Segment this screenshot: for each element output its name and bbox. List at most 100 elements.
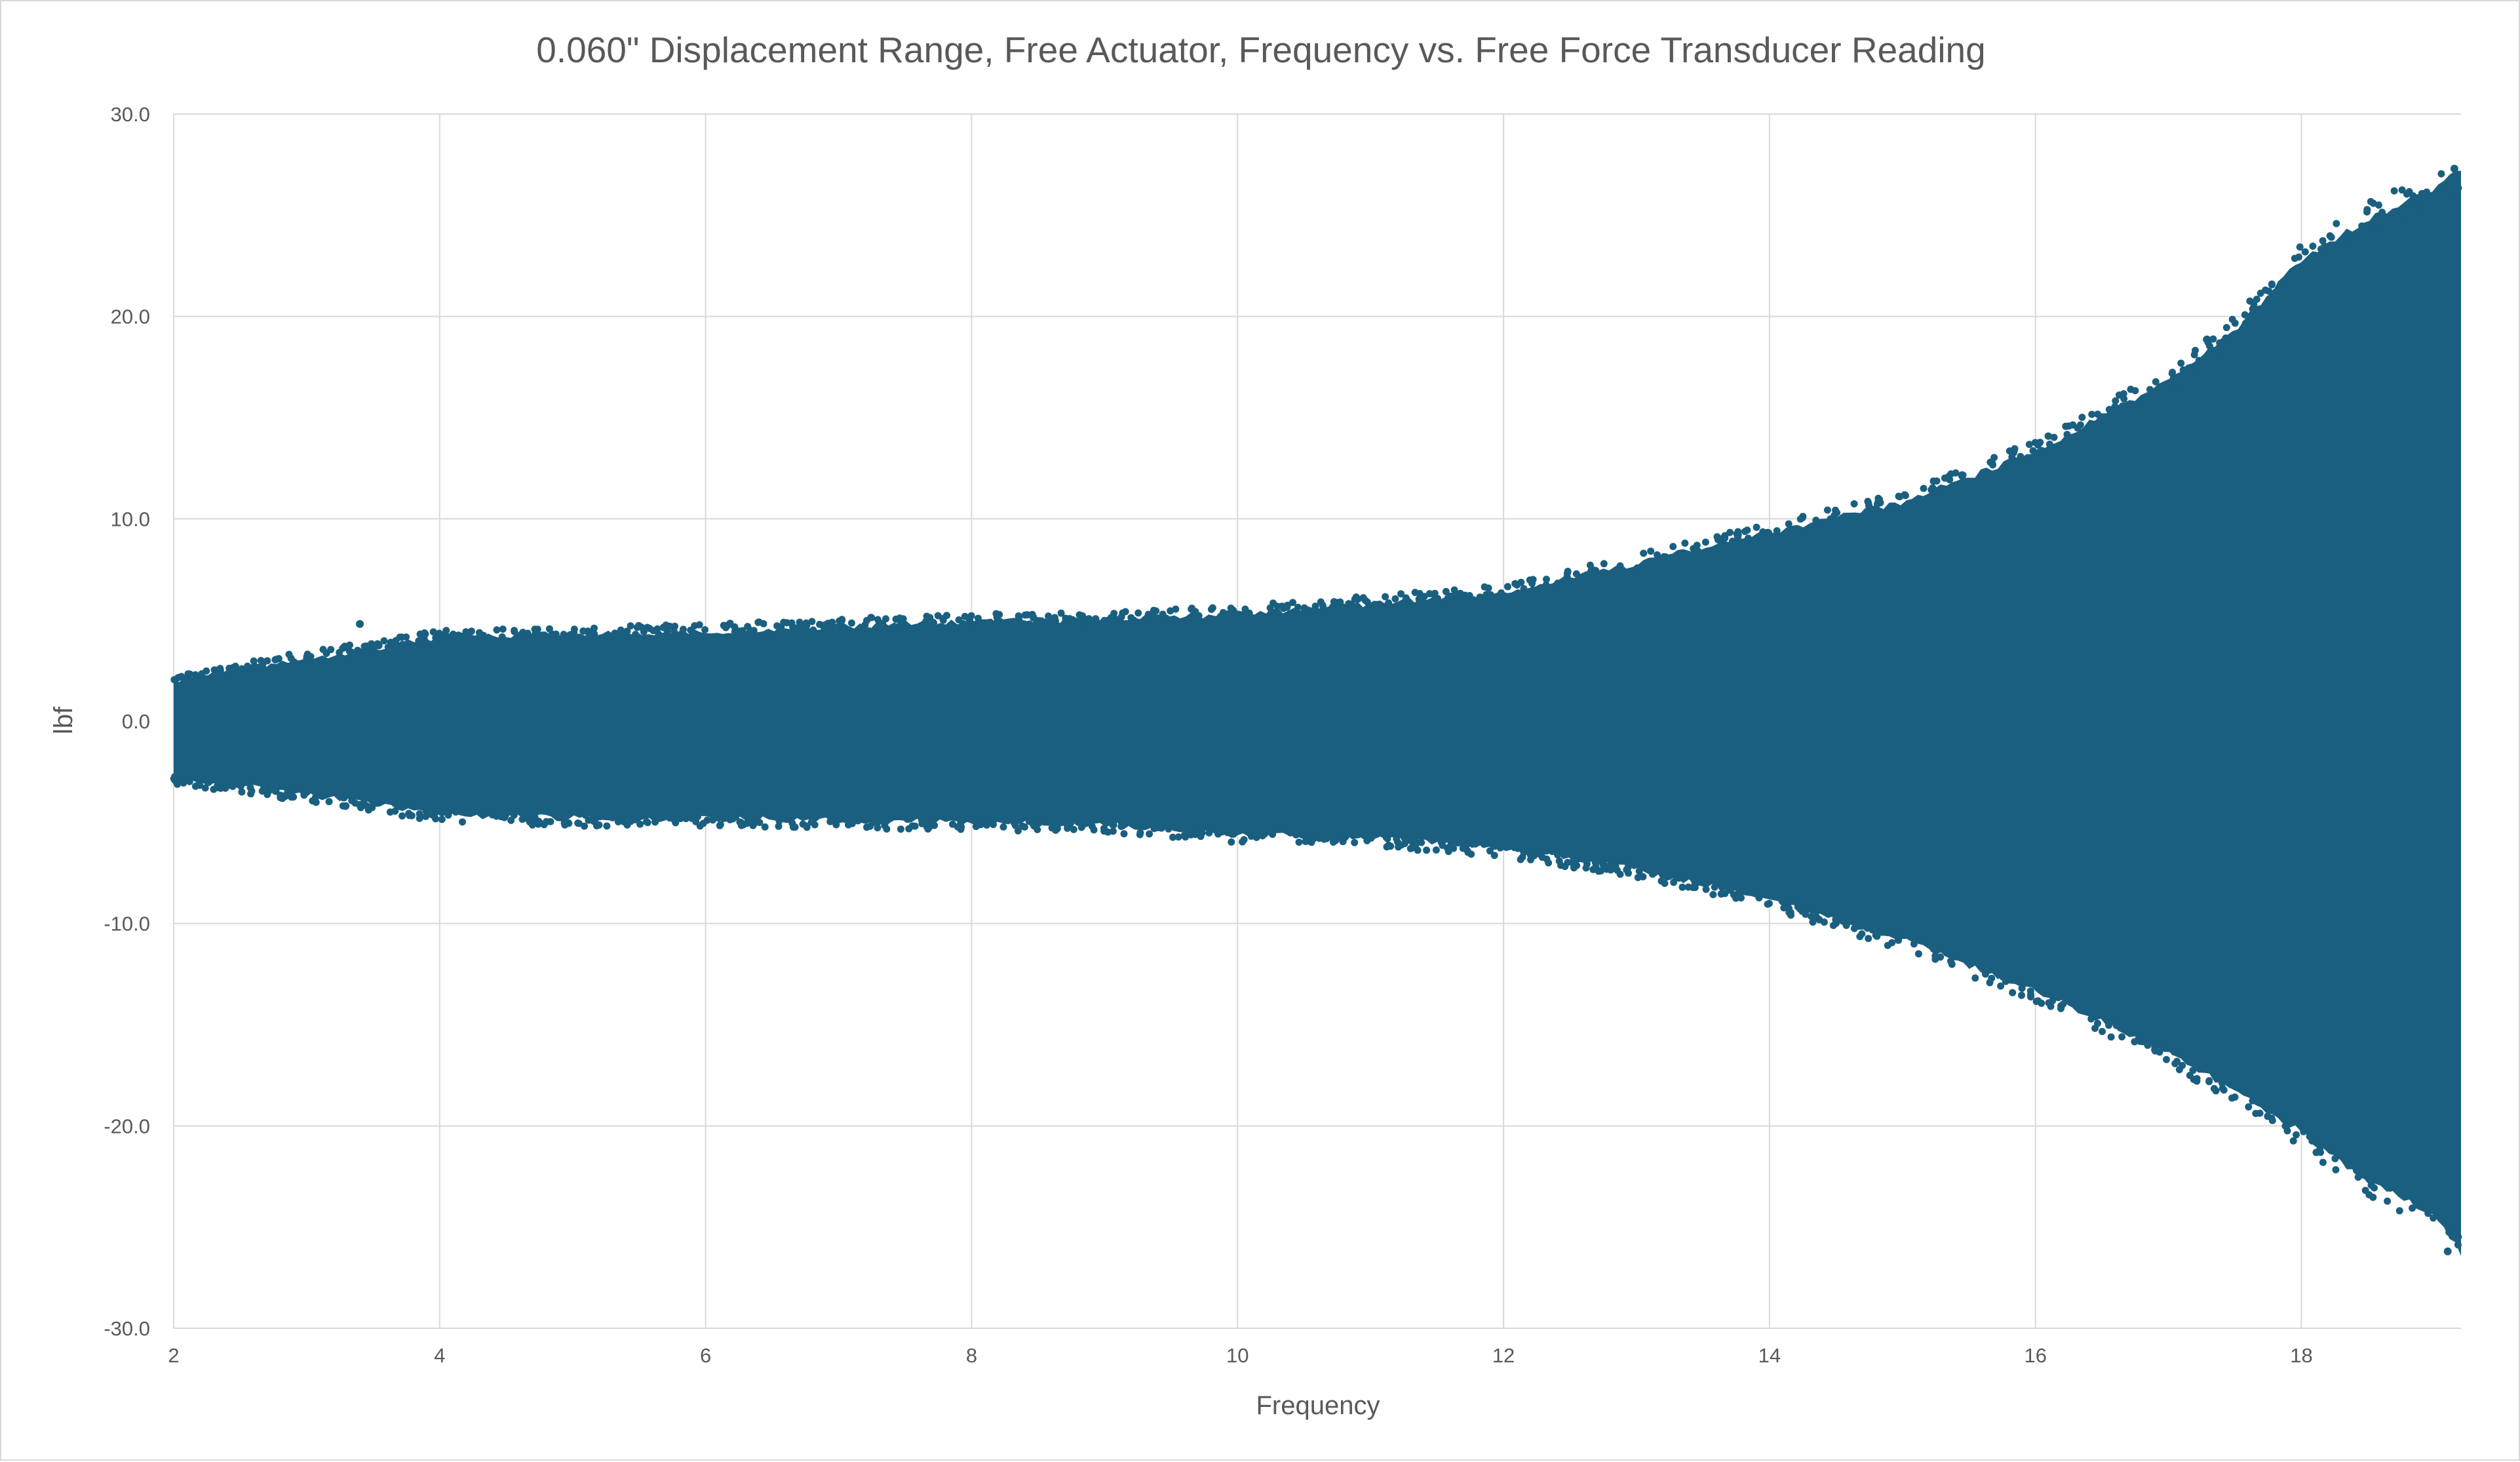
scatter-point	[2094, 410, 2102, 418]
scatter-point	[325, 798, 333, 806]
scatter-point	[2213, 353, 2220, 361]
scatter-point	[1188, 604, 1195, 612]
scatter-point	[581, 822, 589, 830]
scatter-point	[1490, 842, 1498, 850]
scatter-point	[2193, 1077, 2201, 1085]
scatter-point	[2306, 1133, 2314, 1140]
scatter-point	[2062, 422, 2070, 430]
scatter-point	[1359, 594, 1367, 602]
scatter-point	[2222, 324, 2230, 332]
scatter-point	[260, 783, 268, 791]
scatter-point	[1809, 919, 1817, 926]
scatter-point	[682, 815, 690, 823]
scatter-point	[281, 793, 288, 800]
scatter-point	[2145, 1034, 2153, 1042]
scatter-point	[1543, 847, 1551, 855]
scatter-point	[1842, 922, 1850, 929]
scatter-point	[1034, 825, 1041, 833]
scatter-point	[1401, 835, 1408, 842]
scatter-point	[929, 618, 937, 626]
scatter-point	[1450, 844, 1458, 852]
scatter-point	[2291, 254, 2298, 262]
scatter-point	[1337, 606, 1345, 614]
scatter-point	[1110, 610, 1118, 618]
scatter-point	[396, 633, 404, 641]
scatter-point	[1796, 528, 1803, 536]
scatter-point	[587, 629, 594, 637]
scatter-point	[2004, 972, 2012, 980]
scatter-point	[579, 627, 587, 635]
scatter-point	[966, 621, 974, 629]
scatter-point	[587, 816, 595, 824]
scatter-point	[1827, 515, 1834, 523]
scatter-point	[793, 624, 800, 632]
scatter-point	[405, 810, 413, 818]
scatter-point	[499, 625, 507, 633]
scatter-point	[1813, 913, 1820, 920]
scatter-point	[761, 823, 769, 831]
scatter-point	[1207, 606, 1215, 613]
scatter-point	[2078, 414, 2086, 421]
scatter-point	[2092, 424, 2100, 432]
scatter-point	[632, 631, 640, 639]
scatter-point	[666, 814, 674, 822]
scatter-point	[1660, 553, 1668, 561]
scatter-point	[2374, 219, 2382, 227]
scatter-point	[1543, 576, 1550, 583]
scatter-point	[1295, 839, 1303, 846]
scatter-point	[1293, 609, 1301, 617]
scatter-point	[1053, 818, 1061, 825]
scatter-point	[341, 643, 349, 651]
scatter-point	[1572, 570, 1580, 578]
scatter-point	[1743, 526, 1751, 534]
scatter-point	[2333, 220, 2340, 227]
scatter-point	[1785, 520, 1793, 528]
scatter-point	[750, 627, 758, 635]
scatter-point	[2192, 368, 2200, 376]
scatter-point	[1121, 608, 1129, 616]
scatter-point	[2231, 319, 2239, 327]
scatter-point	[1721, 890, 1729, 898]
scatter-point	[1533, 850, 1541, 858]
scatter-point	[327, 646, 335, 654]
scatter-point	[341, 802, 349, 810]
scatter-point	[2409, 1204, 2416, 1212]
scatter-point	[2358, 222, 2366, 230]
scatter-point	[170, 676, 178, 684]
scatter-point	[2390, 187, 2398, 195]
scatter-point	[480, 631, 488, 639]
scatter-point	[185, 778, 193, 785]
scatter-point	[744, 623, 752, 631]
scatter-point	[611, 629, 619, 637]
scatter-point	[2074, 424, 2082, 432]
scatter-point	[2063, 431, 2071, 439]
scatter-point	[891, 623, 899, 631]
scatter-point	[2135, 1034, 2142, 1041]
scatter-point	[251, 662, 259, 670]
scatter-point	[203, 667, 210, 675]
scatter-point	[2252, 1109, 2260, 1117]
scatter-point	[1933, 943, 1941, 951]
scatter-point	[1779, 896, 1787, 903]
scatter-point	[244, 662, 252, 670]
scatter-point	[526, 812, 533, 820]
scatter-point	[2189, 1067, 2197, 1075]
scatter-point	[2267, 301, 2275, 309]
scatter-point	[1028, 610, 1036, 618]
scatter-point	[2378, 208, 2386, 216]
scatter-point	[339, 794, 347, 802]
scatter-point	[2075, 1005, 2083, 1013]
scatter-point	[2289, 1137, 2297, 1145]
scatter-point	[1320, 835, 1328, 843]
scatter-point	[677, 815, 684, 822]
scatter-point	[2025, 441, 2033, 448]
scatter-point	[2044, 452, 2052, 460]
scatter-point	[1442, 587, 1450, 595]
scatter-point	[1085, 620, 1093, 627]
scatter-point	[1820, 919, 1828, 926]
scatter-point	[1235, 612, 1243, 620]
scatter-point	[214, 781, 222, 789]
scatter-point	[1502, 592, 1509, 600]
scatter-point-outlier	[2443, 1247, 2452, 1255]
scatter-point	[789, 823, 797, 831]
